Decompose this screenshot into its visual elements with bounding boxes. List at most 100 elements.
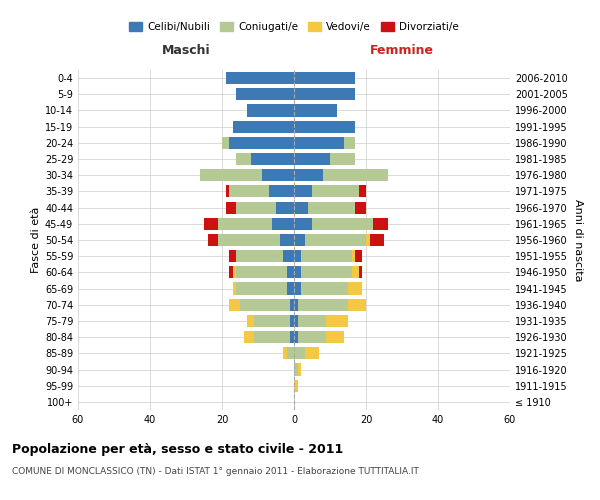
Bar — [222, 137, 294, 149]
Bar — [229, 186, 294, 198]
Bar — [294, 298, 366, 311]
Bar — [244, 331, 294, 343]
Bar — [294, 315, 348, 327]
Bar — [294, 331, 344, 343]
Bar — [294, 72, 355, 84]
Bar — [236, 282, 294, 294]
Bar — [294, 88, 355, 101]
Bar — [204, 218, 294, 230]
Bar — [294, 331, 298, 343]
Bar — [294, 348, 319, 360]
Bar — [294, 137, 355, 149]
Bar — [233, 120, 294, 132]
Bar — [294, 88, 355, 101]
Bar — [208, 234, 294, 246]
Bar — [294, 104, 337, 117]
Bar — [294, 266, 362, 278]
Bar — [218, 218, 294, 230]
Bar — [287, 266, 294, 278]
Bar — [294, 186, 312, 198]
Bar — [294, 282, 348, 294]
Bar — [294, 202, 366, 213]
Bar — [229, 137, 294, 149]
Bar — [294, 331, 344, 343]
Bar — [294, 218, 373, 230]
Bar — [294, 250, 352, 262]
Bar — [294, 104, 337, 117]
Bar — [294, 153, 355, 165]
Bar — [236, 88, 294, 101]
Bar — [294, 104, 337, 117]
Bar — [294, 298, 298, 311]
Bar — [294, 88, 355, 101]
Bar — [294, 202, 308, 213]
Bar — [294, 348, 319, 360]
Bar — [247, 104, 294, 117]
Bar — [294, 120, 355, 132]
Bar — [294, 266, 352, 278]
Bar — [269, 186, 294, 198]
Bar — [247, 104, 294, 117]
Bar — [294, 186, 366, 198]
Bar — [294, 153, 330, 165]
Bar — [294, 364, 298, 376]
Bar — [294, 153, 355, 165]
Bar — [222, 137, 294, 149]
Bar — [236, 88, 294, 101]
Bar — [247, 104, 294, 117]
Bar — [226, 72, 294, 84]
Bar — [236, 250, 294, 262]
Bar — [294, 298, 366, 311]
Bar — [236, 88, 294, 101]
Bar — [294, 104, 337, 117]
Bar — [294, 380, 298, 392]
Bar — [294, 218, 312, 230]
Bar — [294, 266, 359, 278]
Bar — [294, 234, 370, 246]
Bar — [294, 234, 384, 246]
Text: Maschi: Maschi — [161, 44, 211, 58]
Bar — [244, 331, 294, 343]
Bar — [294, 169, 388, 181]
Bar — [294, 137, 344, 149]
Bar — [287, 348, 294, 360]
Bar — [229, 298, 294, 311]
Text: Popolazione per età, sesso e stato civile - 2011: Popolazione per età, sesso e stato civil… — [12, 442, 343, 456]
Bar — [294, 72, 355, 84]
Bar — [262, 169, 294, 181]
Bar — [294, 234, 366, 246]
Bar — [294, 282, 301, 294]
Text: COMUNE DI MONCLASSICO (TN) - Dati ISTAT 1° gennaio 2011 - Elaborazione TUTTITALI: COMUNE DI MONCLASSICO (TN) - Dati ISTAT … — [12, 468, 419, 476]
Bar — [236, 88, 294, 101]
Bar — [247, 104, 294, 117]
Bar — [294, 331, 326, 343]
Bar — [233, 282, 294, 294]
Bar — [276, 202, 294, 213]
Bar — [294, 364, 301, 376]
Bar — [200, 169, 294, 181]
Bar — [290, 315, 294, 327]
Bar — [294, 88, 355, 101]
Bar — [247, 315, 294, 327]
Bar — [294, 250, 355, 262]
Bar — [294, 315, 326, 327]
Bar — [294, 169, 323, 181]
Bar — [294, 202, 355, 213]
Bar — [294, 348, 305, 360]
Legend: Celibi/Nubili, Coniugati/e, Vedovi/e, Divorziati/e: Celibi/Nubili, Coniugati/e, Vedovi/e, Di… — [125, 18, 463, 36]
Bar — [294, 137, 355, 149]
Bar — [283, 250, 294, 262]
Y-axis label: Fasce di età: Fasce di età — [31, 207, 41, 273]
Bar — [283, 348, 294, 360]
Bar — [200, 169, 294, 181]
Bar — [233, 120, 294, 132]
Bar — [226, 202, 294, 213]
Bar — [200, 169, 294, 181]
Bar — [294, 234, 305, 246]
Bar — [294, 364, 301, 376]
Bar — [280, 234, 294, 246]
Bar — [236, 153, 294, 165]
Bar — [287, 282, 294, 294]
Bar — [222, 137, 294, 149]
Bar — [294, 72, 355, 84]
